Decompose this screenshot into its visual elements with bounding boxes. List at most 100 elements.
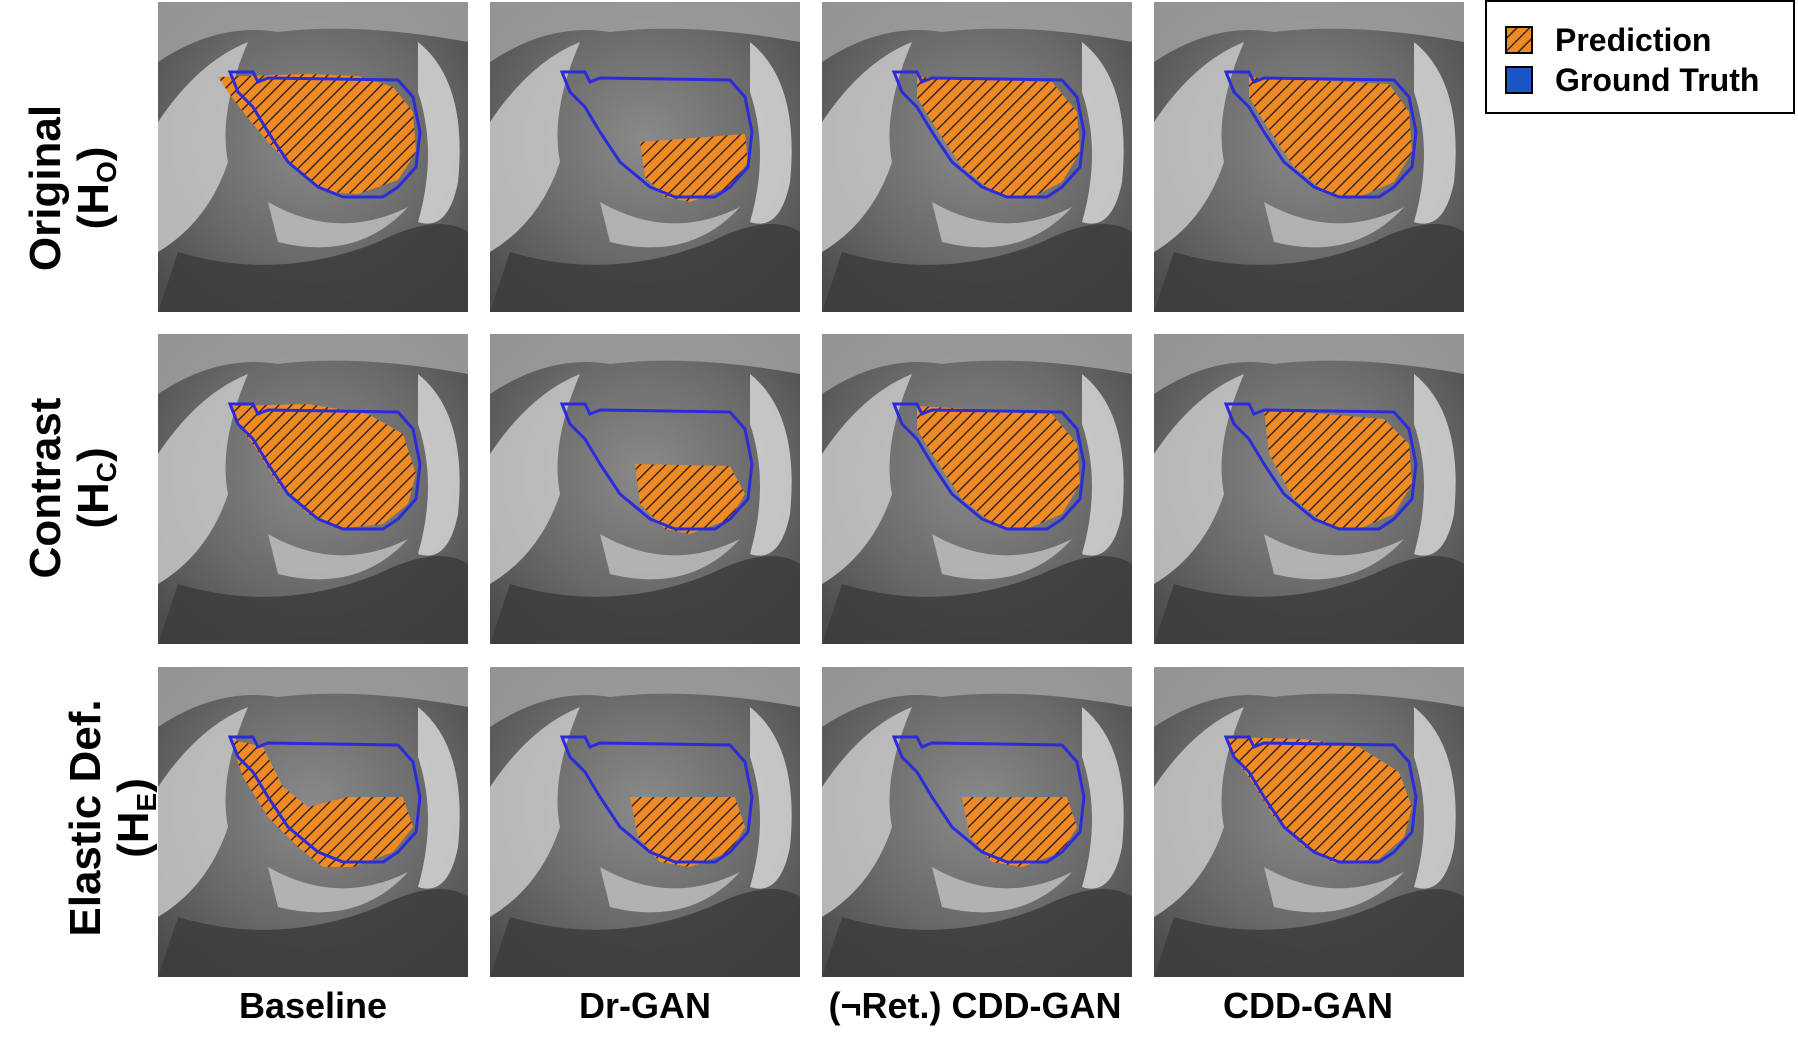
- tissue-region: [268, 534, 408, 580]
- tissue-region: [600, 202, 740, 248]
- tissue-region: [1154, 2, 1464, 62]
- row-label-contrast-symbol: (HC): [69, 447, 122, 529]
- legend-item-prediction: Prediction: [1505, 22, 1711, 58]
- tissue-region: [158, 42, 248, 252]
- mri-image: [822, 2, 1132, 312]
- ground-truth-outline: [227, 735, 422, 864]
- mri-image: [1154, 2, 1464, 312]
- tissue-region: [1154, 224, 1464, 312]
- tissue-region: [158, 707, 248, 917]
- mri-panel: [158, 334, 468, 644]
- tissue-region: [600, 534, 740, 580]
- tissue-region: [158, 667, 468, 727]
- tissue-region: [490, 707, 580, 917]
- tissue-region: [158, 334, 468, 394]
- col-label-drgan: Dr-GAN: [579, 985, 711, 1026]
- tissue-region: [1264, 534, 1404, 580]
- mri-panel: [158, 2, 468, 312]
- row-label-contrast: Contrast (HC): [21, 378, 122, 598]
- prediction-region: [962, 797, 1077, 867]
- col-label-baseline: Baseline: [238, 985, 388, 1026]
- tissue-region: [418, 42, 460, 224]
- tissue-region: [1082, 374, 1124, 556]
- tissue-region: [1154, 667, 1464, 727]
- tissue-region: [158, 224, 468, 312]
- prediction-region: [218, 74, 416, 194]
- tissue-region: [1154, 374, 1244, 584]
- legend: Prediction Ground Truth: [1485, 0, 1795, 114]
- tissue-region: [1082, 707, 1124, 889]
- tissue-region: [1082, 42, 1124, 224]
- mri-image: [490, 667, 800, 977]
- tissue-region: [1264, 202, 1404, 248]
- ground-truth-outline: [891, 70, 1086, 199]
- tissue-region: [822, 2, 1132, 62]
- legend-prediction-label: Prediction: [1555, 21, 1712, 58]
- col-label-noret-cddgan: (¬Ret.) CDD-GAN: [828, 985, 1122, 1026]
- mri-panel: [490, 334, 800, 644]
- tissue-region: [490, 42, 580, 252]
- tissue-region: [490, 374, 580, 584]
- ground-truth-outline: [227, 70, 422, 199]
- mri-image: [490, 334, 800, 644]
- tissue-region: [1264, 867, 1404, 913]
- tissue-region: [158, 374, 248, 584]
- mri-image: [822, 667, 1132, 977]
- ground-truth-outline: [891, 735, 1086, 864]
- mri-image: [1154, 667, 1464, 977]
- tissue-region: [822, 334, 1132, 394]
- tissue-region: [490, 224, 800, 312]
- mri-panel: [822, 667, 1132, 977]
- tissue-region: [268, 202, 408, 248]
- prediction-region: [640, 134, 748, 202]
- tissue-region: [750, 374, 792, 556]
- tissue-region: [600, 867, 740, 913]
- ground-truth-swatch-icon: [1505, 66, 1533, 94]
- row-subscript: C: [91, 462, 122, 483]
- mri-image: [158, 2, 468, 312]
- row-label-original-text: Original: [21, 104, 70, 272]
- mri-image: [1154, 334, 1464, 644]
- tissue-region: [932, 867, 1072, 913]
- tissue-region: [822, 889, 1132, 977]
- tissue-region: [1154, 556, 1464, 644]
- legend-ground-truth-label: Ground Truth: [1555, 61, 1760, 98]
- prediction-swatch-icon: [1505, 26, 1533, 54]
- tissue-region: [1154, 707, 1244, 917]
- tissue-region: [490, 334, 800, 394]
- ground-truth-outline: [559, 70, 754, 199]
- tissue-region: [490, 2, 800, 62]
- col-label-cddgan: CDD-GAN: [1223, 985, 1393, 1026]
- ground-truth-outline: [891, 402, 1086, 531]
- prediction-region: [230, 404, 416, 529]
- row-label-elastic: Elastic Def. (HE): [61, 668, 162, 968]
- row-label-elastic-text: Elastic Def.: [61, 699, 110, 937]
- mri-panel: [490, 667, 800, 977]
- tissue-region: [490, 889, 800, 977]
- tissue-region: [158, 2, 468, 62]
- tissue-region: [932, 534, 1072, 580]
- mri-panel: [1154, 2, 1464, 312]
- ground-truth-outline: [227, 402, 422, 531]
- tissue-region: [822, 42, 912, 252]
- tissue-region: [1414, 42, 1456, 224]
- tissue-region: [158, 556, 468, 644]
- tissue-region: [1154, 889, 1464, 977]
- tissue-region: [1154, 334, 1464, 394]
- tissue-region: [490, 667, 800, 727]
- ground-truth-outline: [559, 402, 754, 531]
- row-symbol: H: [69, 183, 118, 215]
- ground-truth-outline: [559, 735, 754, 864]
- mri-panel: [1154, 334, 1464, 644]
- row-label-original: Original (HO): [21, 78, 122, 298]
- row-subscript: O: [91, 161, 122, 183]
- tissue-region: [158, 889, 468, 977]
- tissue-region: [822, 707, 912, 917]
- row-label-contrast-text: Contrast: [21, 397, 70, 579]
- mri-panel: [490, 2, 800, 312]
- row-symbol: H: [109, 811, 158, 844]
- ground-truth-outline: [1223, 402, 1418, 531]
- prediction-region: [1249, 77, 1412, 197]
- tissue-region: [822, 374, 912, 584]
- mri-panel: [158, 667, 468, 977]
